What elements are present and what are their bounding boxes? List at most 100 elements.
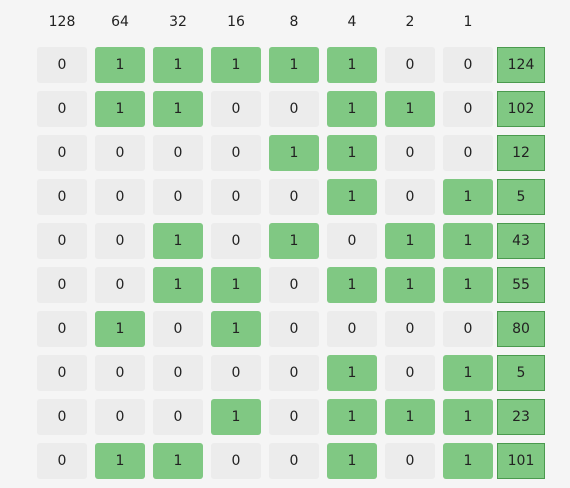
bit-toggle-cell[interactable]: 0 <box>211 91 261 127</box>
target-value-box: 5 <box>497 355 545 391</box>
bit-toggle-cell[interactable]: 1 <box>269 47 319 83</box>
bit-toggle-cell[interactable]: 0 <box>211 179 261 215</box>
bit-toggle-cell[interactable]: 0 <box>95 267 145 303</box>
bit-toggle-cell[interactable]: 1 <box>95 311 145 347</box>
bit-toggle-cell[interactable]: 0 <box>37 443 87 479</box>
bit-toggle-cell[interactable]: 1 <box>385 223 435 259</box>
bit-toggle-cell[interactable]: 0 <box>153 399 203 435</box>
bit-toggle-cell[interactable]: 0 <box>211 355 261 391</box>
bit-toggle-cell[interactable]: 0 <box>269 311 319 347</box>
target-value-box: 101 <box>497 443 545 479</box>
bit-toggle-cell[interactable]: 0 <box>37 135 87 171</box>
bit-toggle-cell[interactable]: 0 <box>37 223 87 259</box>
bit-toggle-cell[interactable]: 1 <box>95 47 145 83</box>
puzzle-row: 0 1 1 0 0 1 1 0 102 <box>37 91 545 127</box>
bit-toggle-cell[interactable]: 1 <box>443 355 493 391</box>
bit-toggle-cell[interactable]: 0 <box>327 223 377 259</box>
bit-toggle-cell[interactable]: 1 <box>153 91 203 127</box>
bit-toggle-cell[interactable]: 0 <box>385 311 435 347</box>
bit-toggle-cell[interactable]: 0 <box>37 355 87 391</box>
bit-toggle-cell[interactable]: 1 <box>327 47 377 83</box>
bit-toggle-cell[interactable]: 0 <box>385 47 435 83</box>
puzzle-row: 0 1 0 1 0 0 0 0 80 <box>37 311 545 347</box>
bit-toggle-cell[interactable]: 0 <box>443 47 493 83</box>
bit-toggle-cell[interactable]: 1 <box>385 399 435 435</box>
target-value-box: 124 <box>497 47 545 83</box>
bit-toggle-cell[interactable]: 0 <box>37 179 87 215</box>
puzzle-row: 0 0 1 0 1 0 1 1 43 <box>37 223 545 259</box>
target-value-box: 102 <box>497 91 545 127</box>
bit-toggle-cell[interactable]: 0 <box>269 91 319 127</box>
bit-toggle-cell[interactable]: 1 <box>269 135 319 171</box>
bit-toggle-cell[interactable]: 0 <box>153 135 203 171</box>
bit-toggle-cell[interactable]: 1 <box>327 179 377 215</box>
bit-toggle-cell[interactable]: 0 <box>95 135 145 171</box>
bit-toggle-cell[interactable]: 1 <box>327 399 377 435</box>
bit-toggle-cell[interactable]: 0 <box>385 135 435 171</box>
bit-toggle-cell[interactable]: 1 <box>385 267 435 303</box>
bit-toggle-cell[interactable]: 0 <box>385 355 435 391</box>
bit-toggle-cell[interactable]: 0 <box>37 399 87 435</box>
bit-toggle-cell[interactable]: 1 <box>327 267 377 303</box>
bit-toggle-cell[interactable]: 0 <box>443 91 493 127</box>
bit-toggle-cell[interactable]: 1 <box>327 443 377 479</box>
bit-toggle-cell[interactable]: 1 <box>153 443 203 479</box>
bit-toggle-cell[interactable]: 1 <box>443 223 493 259</box>
bit-toggle-cell[interactable]: 1 <box>269 223 319 259</box>
bit-toggle-cell[interactable]: 1 <box>153 267 203 303</box>
bit-toggle-cell[interactable]: 1 <box>327 355 377 391</box>
bit-toggle-cell[interactable]: 1 <box>327 91 377 127</box>
bit-toggle-cell[interactable]: 0 <box>385 443 435 479</box>
bit-toggle-cell[interactable]: 0 <box>153 311 203 347</box>
bit-toggle-cell[interactable]: 0 <box>95 223 145 259</box>
bit-toggle-cell[interactable]: 0 <box>443 311 493 347</box>
puzzle-row: 0 1 1 0 0 1 0 1 101 <box>37 443 545 479</box>
target-value-box: 5 <box>497 179 545 215</box>
bit-toggle-cell[interactable]: 1 <box>327 135 377 171</box>
column-label-16: 16 <box>227 14 245 30</box>
bit-toggle-cell[interactable]: 0 <box>211 223 261 259</box>
bit-toggle-cell[interactable]: 0 <box>95 355 145 391</box>
bit-toggle-cell[interactable]: 0 <box>37 91 87 127</box>
bit-toggle-cell[interactable]: 0 <box>269 399 319 435</box>
target-value-box: 23 <box>497 399 545 435</box>
bit-toggle-cell[interactable]: 0 <box>37 47 87 83</box>
bit-toggle-cell[interactable]: 1 <box>443 179 493 215</box>
bit-toggle-cell[interactable]: 1 <box>153 47 203 83</box>
bit-toggle-cell[interactable]: 1 <box>211 267 261 303</box>
bit-toggle-cell[interactable]: 0 <box>327 311 377 347</box>
bit-toggle-cell[interactable]: 1 <box>95 443 145 479</box>
bit-toggle-cell[interactable]: 1 <box>443 399 493 435</box>
bit-toggle-cell[interactable]: 0 <box>95 399 145 435</box>
bit-toggle-cell[interactable]: 0 <box>95 179 145 215</box>
puzzle-rows: 0 1 1 1 1 1 0 0 124 0 1 1 0 0 1 1 0 102 0 0 0 0 1 1 0 0 12 0 0 0 0 0 1 0 1… <box>37 47 545 487</box>
bit-toggle-cell[interactable]: 1 <box>211 311 261 347</box>
bit-toggle-cell[interactable]: 0 <box>269 179 319 215</box>
bit-toggle-cell[interactable]: 0 <box>211 135 261 171</box>
bit-toggle-cell[interactable]: 1 <box>443 267 493 303</box>
bit-toggle-cell[interactable]: 1 <box>443 443 493 479</box>
bit-toggle-cell[interactable]: 0 <box>443 135 493 171</box>
column-label-8: 8 <box>289 14 299 30</box>
bit-toggle-cell[interactable]: 0 <box>37 311 87 347</box>
target-value-box: 80 <box>497 311 545 347</box>
bit-toggle-cell[interactable]: 1 <box>211 47 261 83</box>
bit-toggle-cell[interactable]: 0 <box>211 443 261 479</box>
bit-toggle-cell[interactable]: 0 <box>269 267 319 303</box>
column-label-128: 128 <box>48 14 76 30</box>
bit-toggle-cell[interactable]: 0 <box>269 443 319 479</box>
bit-toggle-cell[interactable]: 1 <box>211 399 261 435</box>
bit-toggle-cell[interactable]: 1 <box>153 223 203 259</box>
target-value-box: 55 <box>497 267 545 303</box>
bit-toggle-cell[interactable]: 0 <box>37 267 87 303</box>
bit-toggle-cell[interactable]: 0 <box>269 355 319 391</box>
target-value-box: 43 <box>497 223 545 259</box>
bit-toggle-cell[interactable]: 0 <box>385 179 435 215</box>
puzzle-row: 0 1 1 1 1 1 0 0 124 <box>37 47 545 83</box>
bit-toggle-cell[interactable]: 0 <box>153 355 203 391</box>
bit-toggle-cell[interactable]: 0 <box>153 179 203 215</box>
bit-toggle-cell[interactable]: 1 <box>95 91 145 127</box>
bit-toggle-cell[interactable]: 1 <box>385 91 435 127</box>
